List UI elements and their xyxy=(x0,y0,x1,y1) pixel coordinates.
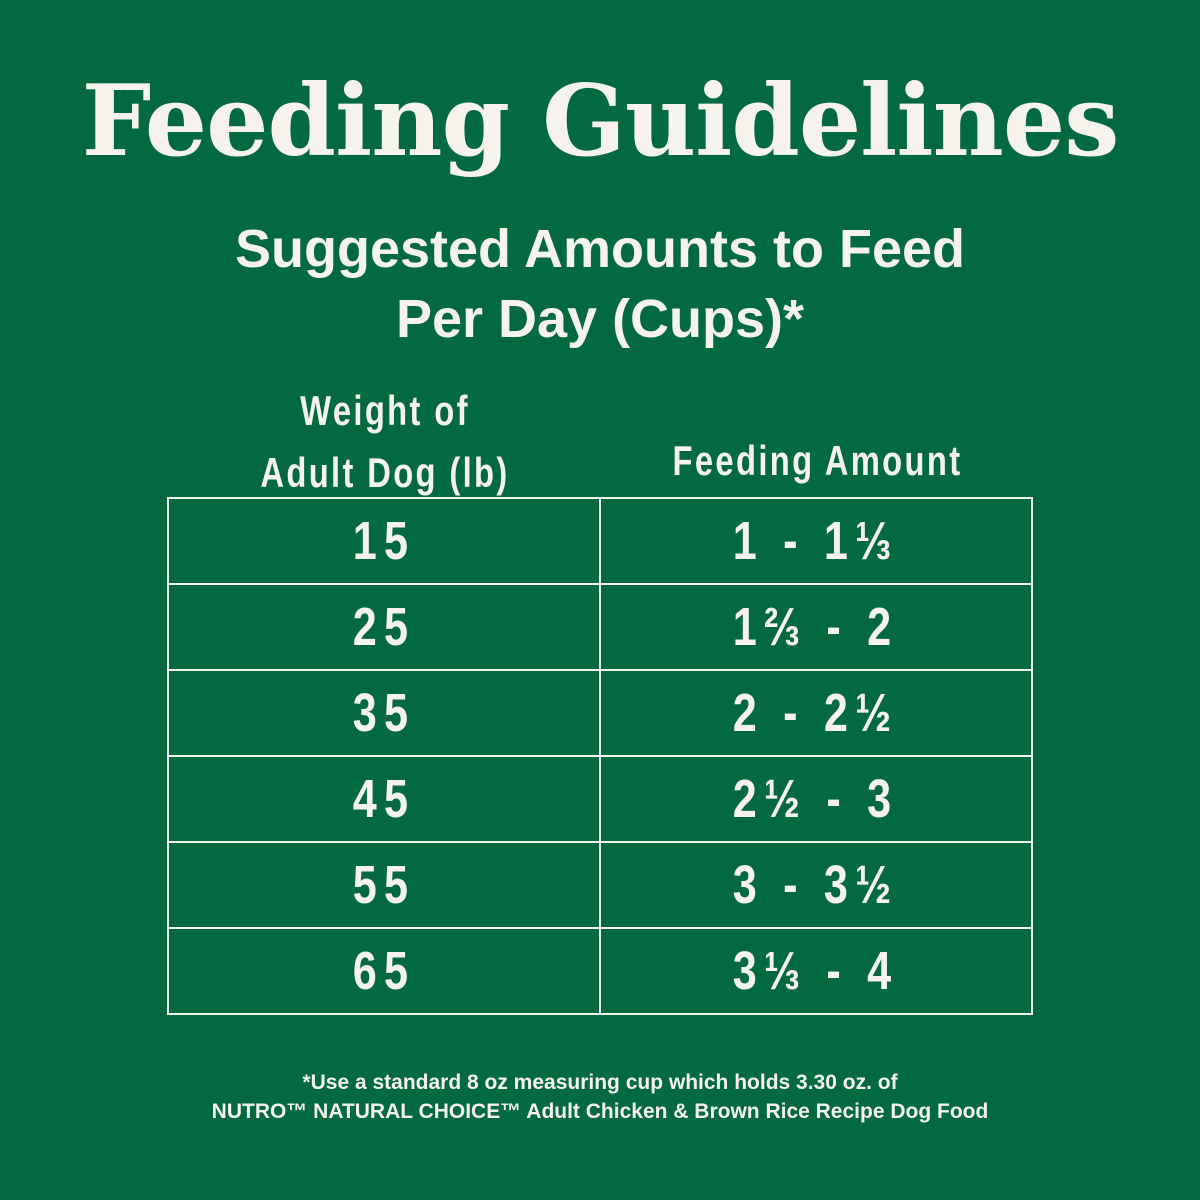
footnote: *Use a standard 8 oz measuring cup which… xyxy=(0,1068,1200,1126)
amount-value: 2 - 2½ xyxy=(733,683,899,743)
feeding-table: 15 1 - 1⅓ 25 1⅔ - 2 35 2 - 2½ 45 2½ - 3 … xyxy=(167,497,1033,1015)
weight-cell: 65 xyxy=(167,927,601,1015)
weight-value: 45 xyxy=(352,769,416,829)
table-row: 45 2½ - 3 xyxy=(167,755,1033,843)
column-header-amount-label: Feeding Amount xyxy=(672,437,963,484)
subtitle-line-1: Suggested Amounts to Feed xyxy=(234,219,966,279)
amount-value: 1 - 1⅓ xyxy=(733,511,899,571)
amount-cell: 2½ - 3 xyxy=(599,755,1033,843)
amount-cell: 2 - 2½ xyxy=(599,669,1033,757)
weight-value: 35 xyxy=(352,683,416,743)
amount-cell: 1 - 1⅓ xyxy=(599,497,1033,585)
weight-value: 25 xyxy=(352,597,416,657)
amount-cell: 3⅓ - 4 xyxy=(599,927,1033,1015)
subtitle-line-2: Per Day (Cups)* xyxy=(395,289,805,349)
column-header-amount: Feeding Amount xyxy=(648,430,987,492)
weight-cell: 35 xyxy=(167,669,601,757)
table-row: 65 3⅓ - 4 xyxy=(167,927,1033,1015)
table-row: 15 1 - 1⅓ xyxy=(167,497,1033,585)
table-row: 35 2 - 2½ xyxy=(167,669,1033,757)
amount-cell: 3 - 3½ xyxy=(599,841,1033,929)
column-header-weight: Weight of Adult Dog (lb) xyxy=(229,380,541,504)
table-row: 55 3 - 3½ xyxy=(167,841,1033,929)
feeding-table-body: 15 1 - 1⅓ 25 1⅔ - 2 35 2 - 2½ 45 2½ - 3 … xyxy=(167,497,1033,1015)
page-subtitle: Suggested Amounts to Feed Per Day (Cups)… xyxy=(0,214,1200,354)
footnote-line-1: *Use a standard 8 oz measuring cup which… xyxy=(302,1071,898,1094)
weight-cell: 15 xyxy=(167,497,601,585)
weight-value: 55 xyxy=(352,855,416,915)
weight-value: 65 xyxy=(352,941,416,1001)
column-header-weight-line-2: Adult Dog (lb) xyxy=(260,449,510,496)
weight-cell: 55 xyxy=(167,841,601,929)
weight-value: 15 xyxy=(352,511,416,571)
column-header-weight-line-1: Weight of xyxy=(300,387,470,434)
amount-value: 3 - 3½ xyxy=(733,855,899,915)
amount-value: 3⅓ - 4 xyxy=(733,941,899,1001)
weight-cell: 45 xyxy=(167,755,601,843)
footnote-line-2: NUTRO™ NATURAL CHOICE™ Adult Chicken & B… xyxy=(211,1100,989,1123)
amount-value: 2½ - 3 xyxy=(733,769,899,829)
table-row: 25 1⅔ - 2 xyxy=(167,583,1033,671)
amount-cell: 1⅔ - 2 xyxy=(599,583,1033,671)
page-title: Feeding Guidelines xyxy=(81,64,1120,179)
amount-value: 1⅔ - 2 xyxy=(733,597,899,657)
weight-cell: 25 xyxy=(167,583,601,671)
